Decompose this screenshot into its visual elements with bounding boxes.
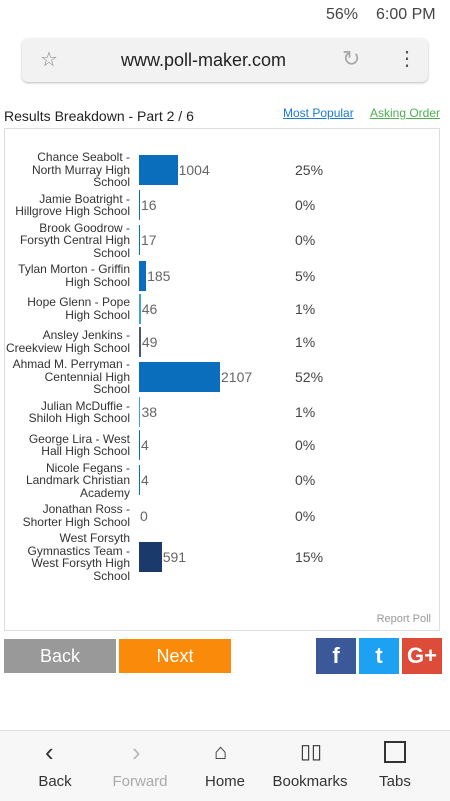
results-panel: Chance Seabolt - North Murray High Schoo… xyxy=(4,128,440,631)
vote-percent: 0% xyxy=(295,437,316,453)
status-bar: 56% 6:00 PM xyxy=(0,0,450,30)
row-label: Jonathan Ross - Shorter High School xyxy=(22,502,130,529)
row-label: George Lira - West Hall High School xyxy=(28,431,130,458)
back-icon[interactable]: ‹ xyxy=(45,737,54,767)
vote-percent: 15% xyxy=(295,549,324,565)
vote-count: 591 xyxy=(162,549,187,565)
vote-count: 1004 xyxy=(178,161,210,178)
results-title: Results Breakdown - Part 2 / 6 xyxy=(4,108,194,124)
url-bar[interactable]: ☆ www.poll-maker.com ↻ ⋮ xyxy=(22,38,428,82)
time: 6:00 PM xyxy=(376,6,436,23)
nav-label[interactable]: Forward xyxy=(112,773,168,790)
tabs-icon[interactable] xyxy=(384,741,406,763)
vote-bar xyxy=(139,326,141,357)
url[interactable]: www.poll-maker.com xyxy=(121,50,287,70)
row-label: Ansley Jenkins - Creekview High School xyxy=(5,328,130,355)
vote-percent: 1% xyxy=(295,333,316,350)
vote-count: 17 xyxy=(141,232,157,249)
vote-percent: 5% xyxy=(295,267,316,284)
back-button[interactable]: Back xyxy=(4,639,116,673)
vote-bar xyxy=(139,542,162,572)
row-label: Jamie Boatright - Hillgrove High School xyxy=(15,191,130,218)
vote-bar xyxy=(139,465,140,496)
nav-label[interactable]: Tabs xyxy=(379,773,411,790)
result-row: Ansley Jenkins - Creekview High School 49… xyxy=(5,325,439,358)
report-link[interactable]: Report Poll xyxy=(376,613,431,625)
vote-count: 4 xyxy=(141,437,149,453)
menu-icon[interactable]: ⋮ xyxy=(397,48,417,70)
vote-percent: 0% xyxy=(295,197,316,213)
vote-percent: 0% xyxy=(295,232,316,249)
result-row: Julian McDuffie - Shiloh High School 38 1% xyxy=(5,396,439,429)
result-row: Chance Seabolt - North Murray High Schoo… xyxy=(5,151,439,189)
vote-count: 185 xyxy=(147,267,171,284)
vote-percent: 1% xyxy=(295,300,316,317)
vote-count: 16 xyxy=(141,197,157,213)
nav-label[interactable]: Home xyxy=(204,773,245,790)
sort-link[interactable]: Asking Order xyxy=(370,106,441,120)
vote-count: 0 xyxy=(140,507,148,524)
row-label: Hope Glenn - Pope High School xyxy=(27,295,130,322)
vote-percent: 1% xyxy=(295,404,316,420)
result-row: Tylan Morton - Griffin High School 185 5% xyxy=(5,259,439,292)
result-row: Jonathan Ross - Shorter High School 0 0% xyxy=(5,499,439,532)
vote-count: 38 xyxy=(141,404,158,420)
row-label: West Forsyth Gymnastics Team - West Fors… xyxy=(27,531,130,583)
vote-percent: 0% xyxy=(295,507,316,524)
nav-label[interactable]: Bookmarks xyxy=(272,773,348,790)
row-label: Ahmad M. Perryman - Centennial High Scho… xyxy=(12,357,130,396)
result-row: Brook Goodrow - Forsyth Central High Sch… xyxy=(5,220,439,260)
vote-bar xyxy=(139,430,140,460)
vote-bar xyxy=(139,397,141,427)
vote-percent: 0% xyxy=(295,472,316,489)
result-row: West Forsyth Gymnastics Team - West Fors… xyxy=(5,532,439,582)
row-label: Brook Goodrow - Forsyth Central High Sch… xyxy=(19,220,130,260)
results-rows: Chance Seabolt - North Murray High Schoo… xyxy=(5,151,439,582)
bookmarks-icon[interactable]: ▯▯ xyxy=(300,741,323,763)
row-label: Julian McDuffie - Shiloh High School xyxy=(28,398,130,425)
vote-bar xyxy=(139,260,147,291)
vote-percent: 52% xyxy=(295,368,324,385)
google-button[interactable]: G+ xyxy=(402,638,442,674)
vote-count: 46 xyxy=(141,300,158,317)
vote-percent: 25% xyxy=(295,161,324,178)
reload-icon[interactable]: ↻ xyxy=(342,46,361,71)
result-row: Jamie Boatright - Hillgrove High School 1… xyxy=(5,189,439,222)
vote-count: 49 xyxy=(141,333,158,350)
vote-bar xyxy=(139,225,140,256)
vote-bar xyxy=(139,190,140,220)
home-icon[interactable]: ⌂ xyxy=(214,739,228,764)
next-button[interactable]: Next xyxy=(119,639,231,673)
vote-bar xyxy=(139,293,141,324)
forward-icon[interactable]: › xyxy=(132,737,141,767)
row-label: Chance Seabolt - North Murray High Schoo… xyxy=(31,150,130,189)
result-row: Nicole Fegans - Landmark Christian Acade… xyxy=(5,460,439,500)
vote-bar xyxy=(139,361,220,392)
star-icon[interactable]: ☆ xyxy=(40,49,58,71)
row-label: Tylan Morton - Griffin High School xyxy=(18,262,130,289)
vote-count: 2107 xyxy=(221,368,253,385)
result-row: George Lira - West Hall High School 4 0% xyxy=(5,429,439,462)
twitter-button[interactable]: t xyxy=(359,638,399,674)
result-row: Hope Glenn - Pope High School 46 1% xyxy=(5,292,439,325)
nav-label[interactable]: Back xyxy=(38,773,72,790)
vote-count: 4 xyxy=(141,472,149,489)
result-row: Ahmad M. Perryman - Centennial High Scho… xyxy=(5,358,439,396)
sort-link[interactable]: Most Popular xyxy=(283,106,354,120)
row-label: Nicole Fegans - Landmark Christian Acade… xyxy=(25,460,130,500)
bottom-nav: ‹ › ⌂ ▯▯ Back Forward Home Bookmarks Tab… xyxy=(0,730,450,801)
battery: 56% xyxy=(326,6,359,23)
vote-bar xyxy=(139,154,178,185)
facebook-button[interactable]: f xyxy=(316,638,356,674)
